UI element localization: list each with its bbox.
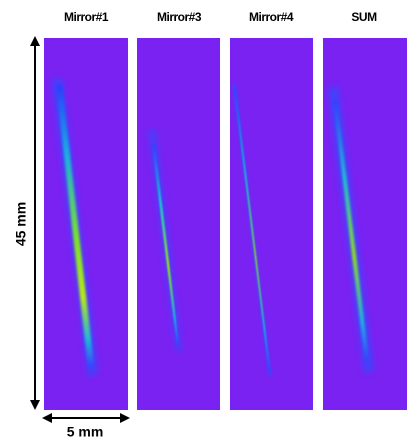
beam bbox=[333, 100, 369, 362]
panel-title: Mirror#1 bbox=[64, 10, 109, 24]
width-label: 5 mm bbox=[67, 424, 104, 440]
panel: Mirror#3 bbox=[137, 10, 220, 410]
panel-title: Mirror#4 bbox=[249, 10, 294, 24]
arrow-head bbox=[120, 413, 130, 423]
height-label: 45 mm bbox=[13, 202, 29, 246]
arrow-head bbox=[30, 400, 40, 410]
arrow-head bbox=[30, 36, 40, 46]
beam bbox=[56, 84, 94, 368]
panel: Mirror#4 bbox=[230, 10, 313, 410]
arrow-head bbox=[42, 413, 52, 423]
height-scale bbox=[30, 36, 40, 410]
panel-title: SUM bbox=[351, 10, 377, 24]
beam bbox=[234, 88, 271, 372]
beam bbox=[152, 145, 179, 346]
panel-title: Mirror#3 bbox=[157, 10, 202, 24]
panel-image bbox=[137, 38, 220, 410]
panel: SUM bbox=[323, 10, 407, 410]
panel-image bbox=[230, 38, 313, 410]
panel: Mirror#1 bbox=[44, 10, 128, 410]
width-scale bbox=[42, 413, 130, 423]
